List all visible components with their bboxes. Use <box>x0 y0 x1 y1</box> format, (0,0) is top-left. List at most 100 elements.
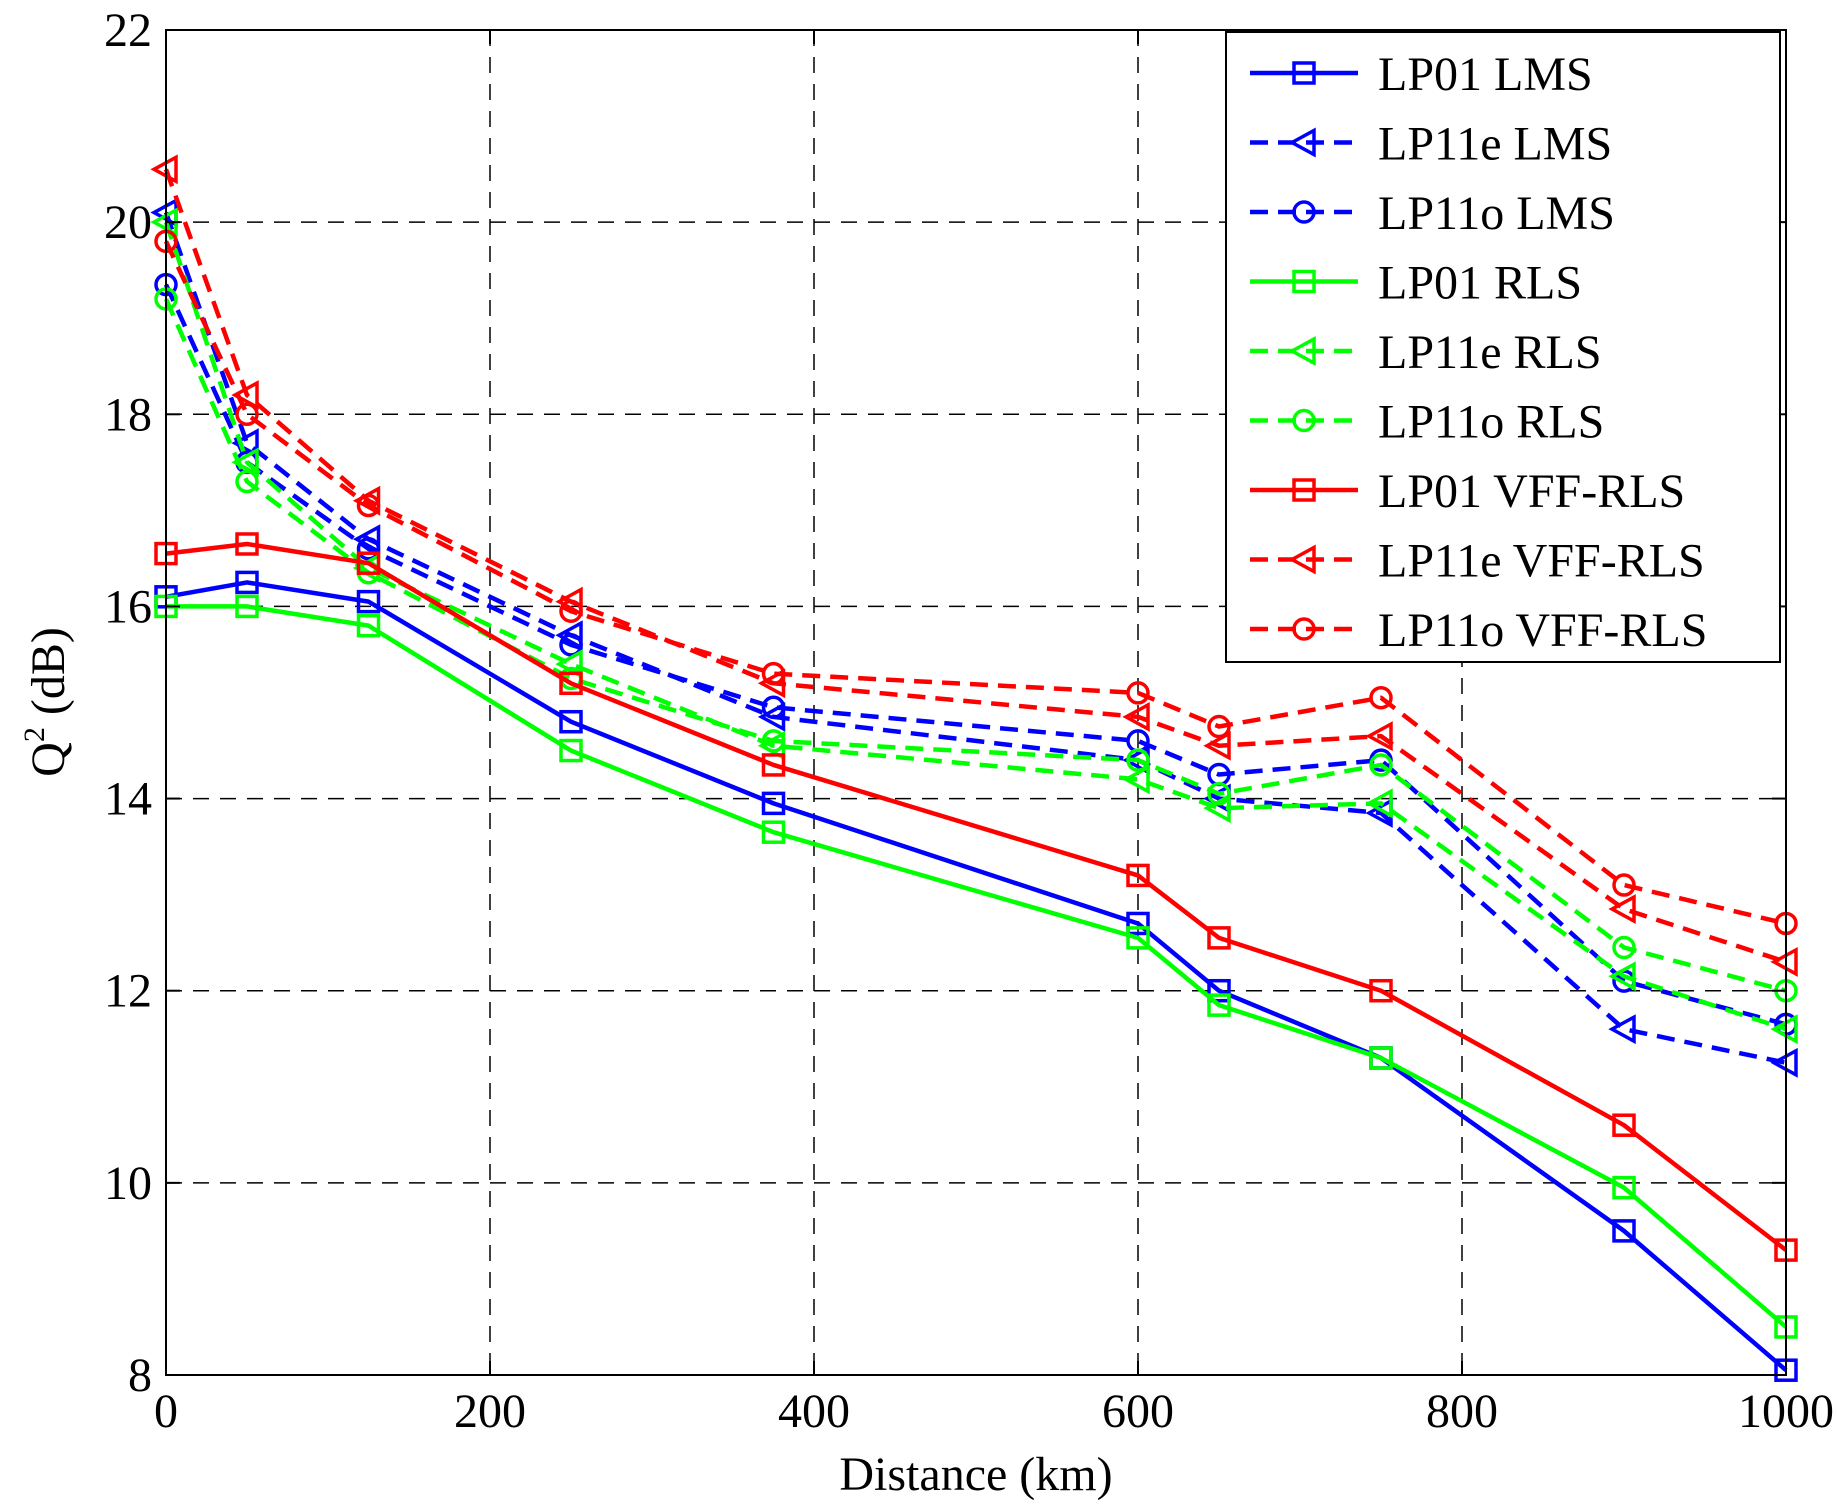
tick-labels: 0 200 400 600 800 1000 8 10 12 14 16 18 20 22 <box>104 4 1834 1438</box>
y-tick-label: 18 <box>104 388 152 441</box>
data-point <box>1612 935 1636 960</box>
legend-entry: LP01 RLS <box>1250 257 1582 310</box>
legend-entry: LP01 LMS <box>1250 48 1593 101</box>
data-point <box>559 738 583 763</box>
legend-label: LP11e LMS <box>1378 118 1612 171</box>
data-point <box>1608 1014 1636 1045</box>
data-point <box>235 402 259 427</box>
data-point <box>1122 764 1150 795</box>
series-line <box>163 221 1787 1032</box>
x-tick-label: 800 <box>1426 1385 1498 1438</box>
data-point <box>1207 926 1231 950</box>
data-point <box>235 570 259 595</box>
data-point <box>1369 1046 1393 1070</box>
legend-swatch-marker <box>1292 478 1316 502</box>
series-line <box>165 541 1788 1252</box>
data-point <box>1126 863 1150 888</box>
data-point <box>1203 730 1231 761</box>
legend-swatch-marker <box>1292 61 1316 85</box>
x-tick-label: 200 <box>454 1385 526 1438</box>
y-tick-label: 20 <box>104 196 152 249</box>
legend-entry: LP11o RLS <box>1250 396 1604 449</box>
data-point <box>1608 894 1636 925</box>
series-line <box>163 211 1787 1065</box>
legend-entry: LP11o LMS <box>1250 187 1615 240</box>
legend-swatch-marker <box>1292 617 1316 641</box>
y-axis-label-unit: (dB) <box>22 627 75 727</box>
legend-entry: LP01 VFF-RLS <box>1250 465 1685 518</box>
legend-entry: LP11e RLS <box>1250 326 1602 379</box>
legend-entry: LP11e VFF-RLS <box>1250 535 1705 588</box>
data-point <box>757 701 786 732</box>
plot-frame <box>165 29 1787 1376</box>
data-point <box>1207 993 1231 1017</box>
legend-label: LP11o VFF-RLS <box>1378 604 1707 657</box>
data-point <box>559 633 583 657</box>
data-point <box>1608 961 1636 992</box>
data-point <box>356 551 381 575</box>
legend-label: LP01 LMS <box>1378 48 1593 101</box>
data-point <box>761 791 786 816</box>
x-tick-label: 0 <box>154 1385 178 1438</box>
data-point <box>1365 721 1393 752</box>
data-point <box>231 428 259 459</box>
data-point <box>1207 782 1231 806</box>
legend-label: LP11o RLS <box>1378 396 1604 449</box>
data-point <box>1365 788 1393 819</box>
y-axis-label-base: Q <box>22 742 75 777</box>
data-point <box>235 532 259 556</box>
data-point <box>1612 1175 1636 1200</box>
legend-swatch-marker <box>1292 269 1316 294</box>
data-point <box>559 599 583 623</box>
data-point <box>757 668 786 699</box>
legend-label: LP11e RLS <box>1378 326 1602 379</box>
data-point <box>1612 873 1636 897</box>
data-point <box>1207 714 1231 739</box>
legend-swatch-marker <box>1292 408 1316 433</box>
legend-label: LP01 VFF-RLS <box>1378 465 1685 518</box>
data-point <box>559 709 583 734</box>
data-point <box>761 753 786 777</box>
data-point <box>1126 748 1150 772</box>
legend-entry: LP11e LMS <box>1250 118 1612 171</box>
y-tick-label: 10 <box>104 1157 152 1210</box>
data-point <box>1207 978 1231 1003</box>
data-point <box>555 586 583 617</box>
y-axis-label: Q2 (dB) <box>18 627 75 777</box>
legend-label: LP11e VFF-RLS <box>1378 535 1705 588</box>
data-point <box>352 524 381 555</box>
data-point <box>1369 978 1393 1003</box>
data-point <box>1126 926 1150 950</box>
x-tick-label: 400 <box>778 1385 850 1438</box>
data-point <box>231 447 259 478</box>
data-point <box>231 380 259 411</box>
data-point <box>235 469 259 494</box>
series-line <box>163 168 1787 965</box>
data-point <box>555 620 583 651</box>
data-point <box>356 493 381 518</box>
series-line <box>166 604 1788 1329</box>
legend-box <box>1225 31 1781 663</box>
legend-swatch-marker <box>1288 127 1316 158</box>
series-line <box>163 283 1787 1027</box>
legend-swatch-marker <box>1288 336 1316 366</box>
y-tick-label: 16 <box>104 580 152 633</box>
x-tick-label: 600 <box>1102 1385 1174 1438</box>
data-point <box>1126 681 1150 705</box>
x-axis-label: Distance (km) <box>839 1448 1112 1501</box>
data-point <box>761 820 786 844</box>
data-point <box>761 661 786 686</box>
data-point <box>761 695 786 720</box>
y-tick-label: 12 <box>104 965 152 1018</box>
data-point <box>356 537 381 561</box>
y-tick-label: 22 <box>104 4 152 57</box>
data-point <box>1126 911 1150 936</box>
y-axis-label-sup: 2 <box>18 727 51 742</box>
legend-label: LP11o LMS <box>1378 187 1615 240</box>
data-point <box>1612 1113 1636 1137</box>
data-point <box>1122 701 1150 732</box>
legend: LP01 LMS LP11e LMS LP11o LMS LP01 RLS LP11e … <box>1225 31 1781 663</box>
x-tick-label: 1000 <box>1738 1385 1834 1438</box>
legend-swatch-marker <box>1288 544 1316 575</box>
